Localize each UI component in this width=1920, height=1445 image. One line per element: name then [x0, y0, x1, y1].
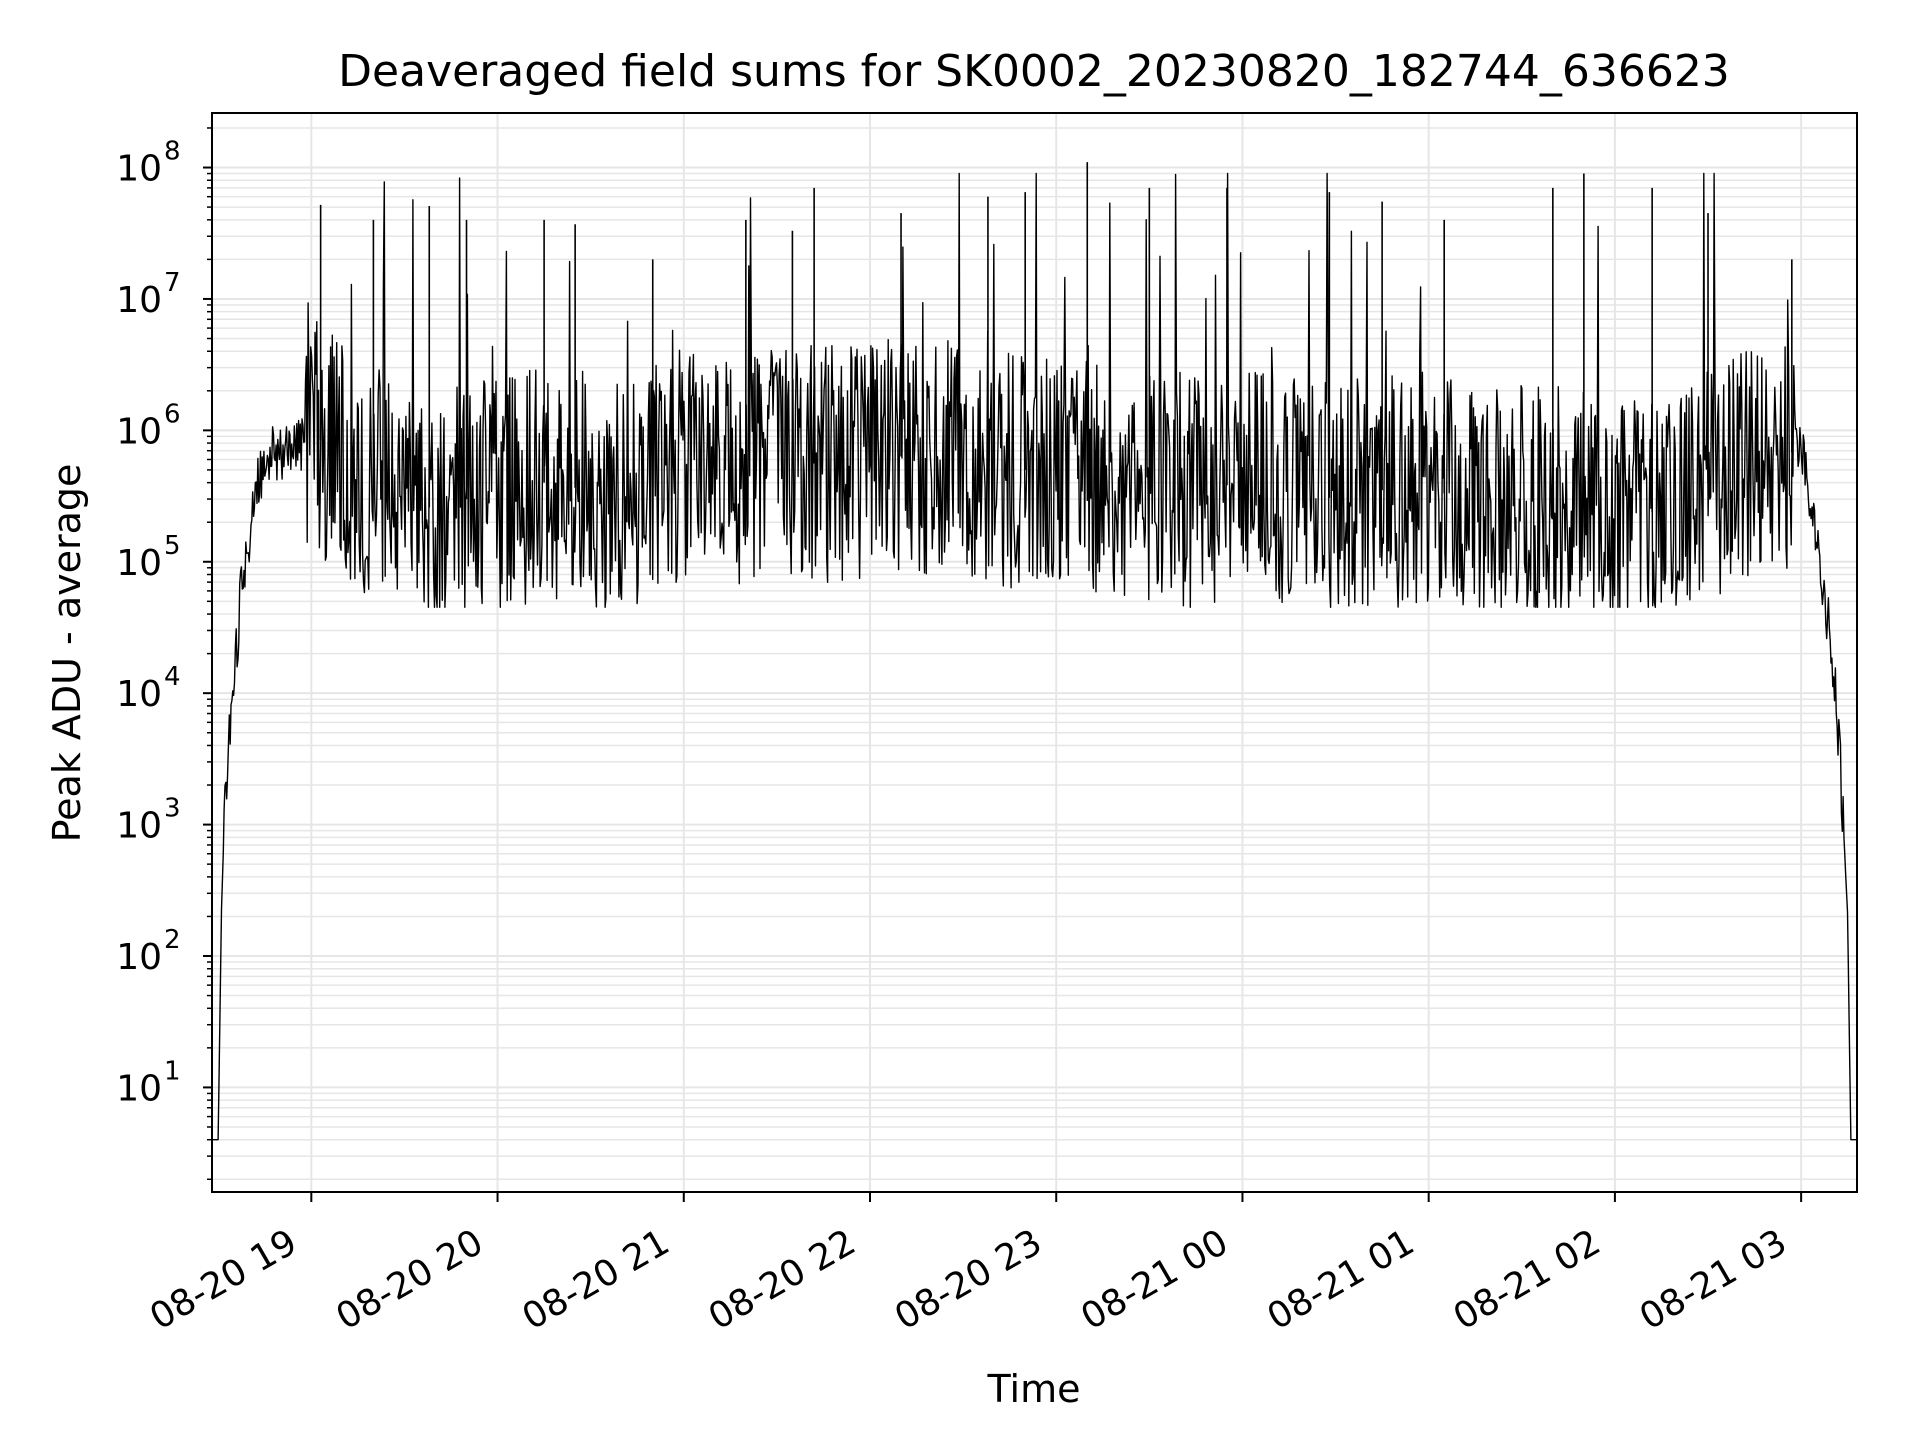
y-tick-exponent: 4 [164, 662, 181, 692]
x-axis-label: Time [987, 1367, 1081, 1411]
grid-layer [212, 113, 1857, 1192]
y-tick-exponent: 3 [164, 794, 181, 824]
data-series-line [212, 172, 1857, 1141]
plot-frame [211, 112, 1858, 1193]
y-tick-label: 10 [116, 149, 162, 190]
y-tick-label: 10 [116, 806, 162, 847]
y-tick-label: 10 [116, 937, 162, 978]
y-tick-label: 10 [116, 543, 162, 584]
y-tick-exponent: 6 [164, 399, 181, 429]
y-tick-exponent: 7 [164, 268, 181, 298]
chart-title: Deaveraged field sums for SK0002_2023082… [338, 46, 1730, 97]
y-tick-exponent: 5 [164, 531, 181, 561]
y-tick-exponent: 1 [164, 1056, 181, 1086]
y-tick-label: 10 [116, 674, 162, 715]
y-tick-exponent: 2 [164, 925, 181, 955]
y-tick-exponent: 8 [164, 137, 181, 167]
y-tick-label: 10 [116, 280, 162, 321]
y-tick-label: 10 [116, 1068, 162, 1109]
y-axis-label: Peak ADU - average [45, 464, 89, 843]
y-tick-label: 10 [116, 411, 162, 452]
